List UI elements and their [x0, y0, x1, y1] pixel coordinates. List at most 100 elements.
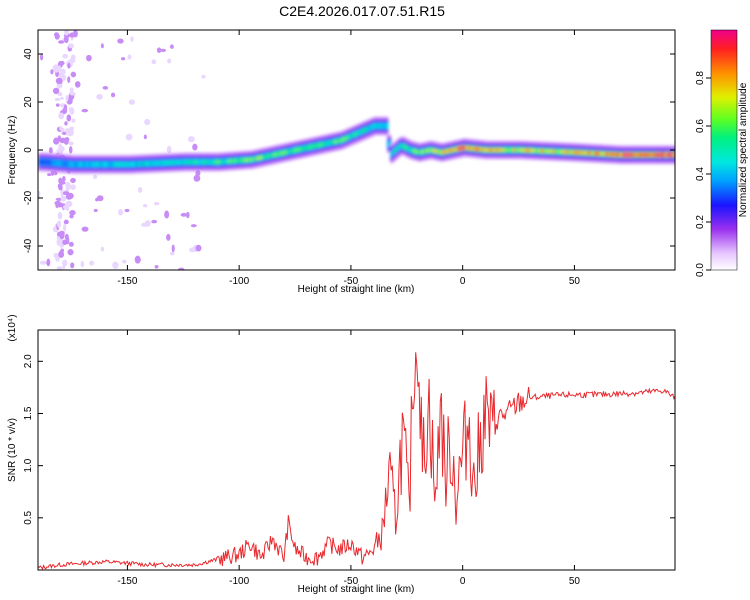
noise-dot	[189, 247, 196, 253]
ridge-cell	[610, 152, 615, 157]
ridge-cell	[186, 160, 191, 164]
noise-dot	[58, 143, 63, 151]
noise-dot	[57, 135, 62, 142]
ridge-cell	[272, 153, 277, 157]
ridge-cell	[227, 159, 232, 163]
ridge-cell	[675, 153, 679, 157]
ridge-cell	[121, 162, 126, 167]
noise-dot	[154, 264, 159, 269]
snr-y-tick-label: 1.0	[23, 458, 34, 472]
ridge-cell	[303, 146, 308, 150]
ridge-cell	[247, 158, 252, 162]
ridge-cell	[40, 160, 45, 164]
ridge-cell	[571, 150, 576, 155]
ridge-cell	[445, 149, 450, 153]
ridge-cell	[504, 148, 509, 152]
ridge-cell	[515, 148, 520, 152]
spectrogram-x-axis-label: Height of straight line (km)	[298, 284, 415, 295]
colorbar-gradient	[711, 30, 737, 270]
ridge-cell	[552, 149, 557, 154]
noise-dot	[69, 58, 76, 64]
ridge-cell	[68, 162, 73, 166]
ridge-cell	[65, 162, 70, 166]
ridge-cell	[38, 160, 42, 164]
ridge-cell	[613, 152, 618, 157]
ridge-cell	[507, 148, 512, 152]
ridge-cell	[658, 153, 663, 157]
ridge-cell	[647, 153, 652, 157]
noise-dot	[56, 266, 63, 270]
noise-dot	[121, 259, 127, 264]
snr-y-tick-label: 2.0	[23, 354, 34, 368]
ridge-cell	[281, 151, 286, 155]
ridge-cell	[295, 148, 300, 152]
ridge-cell	[675, 152, 679, 158]
ridge-cell	[459, 146, 464, 150]
ridge-cell	[320, 142, 325, 147]
ridge-cell	[390, 152, 395, 156]
ridge-cell	[605, 152, 610, 156]
noise-dot	[70, 184, 76, 191]
noise-dot	[70, 71, 77, 78]
ridge-cell	[208, 160, 213, 164]
ridge-cell	[652, 153, 657, 157]
ridge-cell	[666, 153, 671, 157]
ridge-cell	[105, 162, 110, 167]
ridge-cell	[309, 145, 313, 149]
noise-dot	[93, 174, 98, 180]
ridge-cell	[387, 142, 392, 146]
ridge-cell	[99, 162, 104, 167]
ridge-cell	[289, 149, 294, 153]
noise-dot	[80, 260, 85, 268]
ridge-cell	[599, 151, 604, 156]
noise-dot	[110, 92, 116, 98]
ridge-cell	[420, 150, 425, 154]
ridge-cell	[146, 161, 151, 166]
noise-dot	[62, 107, 68, 114]
noise-dot	[57, 212, 63, 220]
ridge-cell	[675, 151, 679, 159]
ridge-cell	[253, 157, 258, 161]
noise-dot	[69, 210, 76, 216]
ridge-cell	[493, 148, 498, 152]
ridge-cell	[102, 162, 107, 167]
ridge-cell	[471, 146, 476, 151]
ridge-cell	[501, 148, 506, 152]
spectrogram-panel: -150 -100 -50 0 50 -40 -20 0 20 40 Height of str…	[7, 29, 679, 295]
noise-dot	[190, 224, 197, 228]
snr-x-tick-label: -50	[344, 576, 359, 587]
noise-dot	[55, 200, 61, 207]
noise-dot	[60, 96, 64, 100]
ridge-cell	[236, 158, 241, 163]
noise-dot	[144, 118, 151, 126]
noise-dot	[60, 181, 66, 185]
noise-dot	[64, 30, 69, 36]
noise-dot	[62, 239, 68, 246]
ridge-cell	[392, 149, 397, 154]
noise-dot	[81, 226, 89, 232]
noise-dot	[180, 212, 187, 217]
noise-dot	[46, 258, 51, 267]
ridge-cell	[163, 161, 168, 165]
ridge-cell	[51, 160, 56, 165]
spectrogram-heatmap	[38, 30, 679, 270]
noise-dot	[167, 58, 172, 64]
ridge-cell	[406, 147, 411, 151]
spectrogram-x-tick-label: 0	[460, 276, 466, 287]
ridge-cell	[426, 148, 431, 153]
ridge-cell	[543, 149, 548, 153]
noise-dot	[53, 66, 60, 73]
ridge-cell	[585, 151, 590, 155]
noise-dot	[52, 87, 60, 94]
noise-dot	[63, 35, 69, 44]
ridge-cell	[160, 161, 165, 165]
noise-dot	[166, 145, 172, 154]
ridge-cell	[230, 159, 235, 163]
ridge-cell	[113, 162, 118, 167]
noise-dot	[151, 219, 158, 224]
ridge-cell	[328, 141, 333, 145]
spectrogram-x-tick-label: -50	[344, 276, 359, 287]
ridge-cell	[512, 148, 517, 152]
ridge-cell	[278, 151, 283, 156]
noise-dot	[54, 97, 61, 102]
